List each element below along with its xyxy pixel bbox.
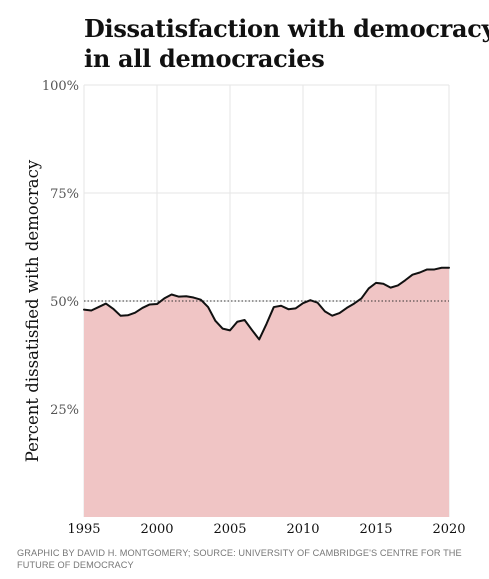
y-tick-label-75: 75% [50, 187, 79, 202]
x-tick-label-2000: 2000 [140, 522, 173, 537]
chart-title: Dissatisfaction with democracy in all de… [84, 14, 489, 74]
y-tick-label-25: 25% [50, 403, 79, 418]
y-tick-label-100: 100% [42, 79, 79, 94]
x-tick-label-2020: 2020 [432, 522, 465, 537]
y-axis-label: Percent dissatisfied with democracy [23, 159, 42, 462]
x-tick-label-2005: 2005 [213, 522, 246, 537]
source-credit: GRAPHIC BY DAVID H. MONTGOMERY; SOURCE: … [17, 548, 462, 570]
x-tick-label-1995: 1995 [67, 522, 100, 537]
dissatisfaction-line [83, 266, 450, 341]
chart-title-line-1: Dissatisfaction with democracy [84, 14, 489, 43]
x-tick-label-2010: 2010 [286, 522, 319, 537]
dissatisfaction-area [84, 267, 449, 517]
y-tick-label-50: 50% [50, 295, 79, 310]
y-axis-tick-labels: 25% 50% 75% 100% [42, 79, 79, 418]
chart-title-line-2: in all democracies [84, 44, 325, 73]
x-axis-tick-labels: 1995 2000 2005 2010 2015 2020 [67, 522, 465, 537]
x-tick-label-2015: 2015 [359, 522, 392, 537]
